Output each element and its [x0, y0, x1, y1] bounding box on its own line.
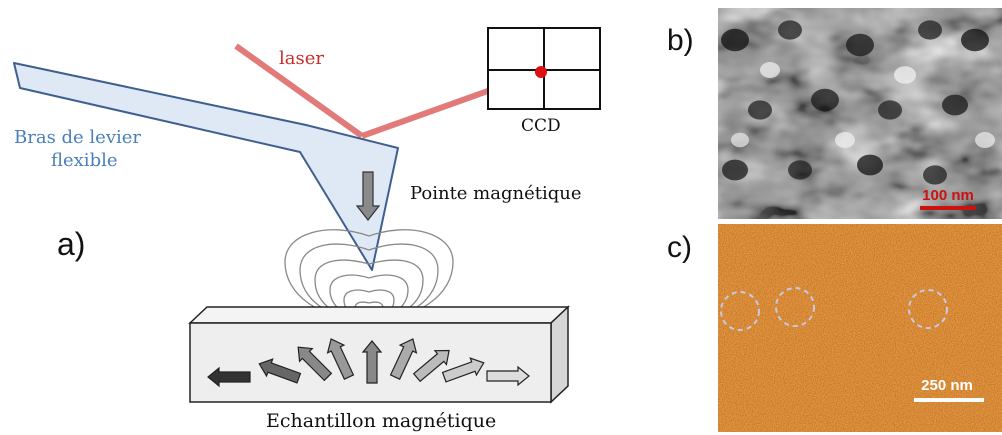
magnetic-domain-spot	[788, 160, 812, 180]
magnetic-domain-spot	[942, 94, 968, 116]
magnetization-arrow	[207, 366, 251, 388]
magnetization-arrow	[389, 338, 418, 380]
sample-label: Echantillon magnétique	[266, 410, 496, 432]
mfm-image-b-domains	[721, 20, 995, 185]
magnetic-domain-spot	[760, 62, 780, 78]
sample-magnetization-arrows	[207, 338, 530, 388]
ccd-detector	[487, 27, 601, 110]
cantilever-label-line-1: Bras de levier	[14, 127, 141, 148]
mfm-image-b	[718, 8, 1002, 219]
magnetic-domain-spot	[731, 132, 749, 148]
ccd-laser-spot	[535, 66, 547, 78]
tip-label: Pointe magnétique	[410, 183, 582, 204]
magnetization-arrow	[486, 365, 530, 387]
magnetic-domain-spot	[918, 20, 942, 40]
mfm-image-c-texture	[718, 224, 1002, 432]
laser-label: laser	[279, 48, 324, 69]
magnetic-domain-spot	[835, 132, 855, 148]
defect-circle	[908, 289, 948, 329]
mfm-image-c	[718, 224, 1002, 432]
magnetic-domain-spot	[811, 88, 839, 112]
ccd-label: CCD	[521, 116, 561, 136]
panel-a: a) Bras de levier flexible laser CCD Poi…	[13, 27, 601, 432]
magnetic-domain-spot	[778, 20, 802, 40]
sample-top-face	[188, 306, 570, 324]
magnetic-domain-spot	[975, 132, 995, 148]
panel-c: c) 250 nm	[667, 224, 1002, 432]
scalebar-b	[920, 206, 976, 210]
magnetic-domain-spot	[923, 165, 947, 185]
magnetization-arrow	[326, 338, 355, 380]
scalebar-c-label: 250 nm	[921, 377, 973, 394]
magnetic-sample	[188, 305, 570, 404]
laser-incident-beam	[234, 43, 364, 139]
magnetic-domain-spot	[846, 33, 874, 57]
panel-c-label: c)	[667, 231, 692, 264]
magnetization-arrow	[258, 358, 302, 384]
magnetic-domain-spot	[857, 154, 883, 176]
magnetic-domain-spot	[748, 100, 772, 120]
magnetization-arrow	[412, 349, 450, 383]
scalebar-b-label: 100 nm	[922, 187, 974, 204]
sample-side-face	[550, 305, 569, 404]
defect-circle	[775, 287, 815, 327]
magnetic-domain-spot	[894, 66, 916, 84]
magnetic-domain-spot	[878, 100, 902, 120]
cantilever	[13, 62, 399, 271]
magnetization-arrow	[441, 357, 485, 383]
defect-circle	[720, 291, 760, 331]
panel-a-label: a)	[57, 226, 85, 262]
magnetic-domain-spot	[722, 159, 748, 181]
magnetic-domain-spot	[721, 28, 749, 52]
panel-b-label: b)	[667, 24, 694, 57]
magnetization-arrow	[361, 340, 383, 384]
scalebar-c	[914, 398, 984, 402]
tip-magnetization-arrow	[355, 171, 381, 221]
magnetization-arrow	[297, 346, 333, 382]
magnetic-domain-spot	[961, 28, 989, 52]
panel-b: b) 100 nm	[667, 8, 1002, 219]
cantilever-label-line-2: flexible	[51, 150, 118, 171]
